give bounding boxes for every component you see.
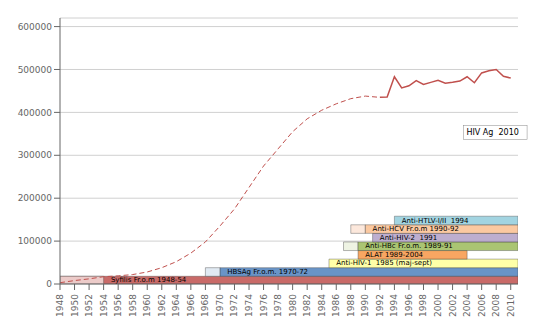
- svg-text:2004: 2004: [462, 294, 472, 317]
- svg-text:HIV Ag 2010: HIV Ag 2010: [466, 128, 518, 137]
- svg-text:1954: 1954: [99, 294, 109, 317]
- svg-text:2006: 2006: [477, 294, 487, 317]
- svg-text:1970: 1970: [215, 294, 225, 317]
- svg-text:1952: 1952: [84, 294, 94, 317]
- svg-text:1992: 1992: [375, 294, 385, 317]
- svg-text:ALAT 1989-2004: ALAT 1989-2004: [365, 251, 423, 259]
- svg-text:1960: 1960: [142, 294, 152, 317]
- svg-text:1998: 1998: [418, 294, 428, 317]
- svg-text:1964: 1964: [171, 294, 181, 317]
- svg-text:1972: 1972: [229, 294, 239, 317]
- svg-text:1948: 1948: [55, 294, 65, 317]
- svg-text:1950: 1950: [70, 294, 80, 317]
- svg-text:Anti-HTLV-I/II 1994: Anti-HTLV-I/II 1994: [402, 217, 469, 225]
- svg-text:Anti-HCV Fr.o.m 1990-92: Anti-HCV Fr.o.m 1990-92: [373, 225, 459, 233]
- svg-text:1980: 1980: [288, 294, 298, 317]
- svg-text:1996: 1996: [404, 294, 414, 317]
- svg-text:1956: 1956: [113, 294, 123, 317]
- svg-text:Syfilis Fr.o.m 1948-54: Syfilis Fr.o.m 1948-54: [111, 276, 187, 284]
- svg-text:100000: 100000: [18, 236, 53, 246]
- svg-text:2008: 2008: [491, 294, 501, 317]
- svg-text:2010: 2010: [506, 294, 516, 317]
- svg-text:1958: 1958: [128, 294, 138, 317]
- svg-text:1982: 1982: [302, 294, 312, 317]
- svg-text:0: 0: [46, 279, 52, 289]
- svg-text:200000: 200000: [18, 193, 53, 203]
- svg-text:HBSAg Fr.o.m. 1970-72: HBSAg Fr.o.m. 1970-72: [227, 268, 308, 276]
- svg-text:1974: 1974: [244, 294, 254, 317]
- svg-text:300000: 300000: [18, 150, 53, 160]
- svg-text:Anti-HBc Fr.o.m. 1989-91: Anti-HBc Fr.o.m. 1989-91: [365, 242, 452, 250]
- svg-text:1986: 1986: [331, 294, 341, 317]
- svg-text:1968: 1968: [200, 294, 210, 317]
- svg-text:Anti-HIV-1 1985 (maj-sept): Anti-HIV-1 1985 (maj-sept): [336, 259, 432, 267]
- svg-text:1962: 1962: [157, 294, 167, 317]
- svg-text:1994: 1994: [389, 294, 399, 317]
- svg-text:600000: 600000: [18, 22, 53, 32]
- svg-text:400000: 400000: [18, 108, 53, 118]
- svg-text:1976: 1976: [259, 294, 269, 317]
- svg-text:2002: 2002: [448, 294, 458, 317]
- svg-text:Anti-HIV-2 1991: Anti-HIV-2 1991: [380, 234, 437, 242]
- svg-text:500000: 500000: [18, 65, 53, 75]
- svg-text:1990: 1990: [360, 294, 370, 317]
- svg-text:1966: 1966: [186, 294, 196, 317]
- svg-text:1988: 1988: [346, 294, 356, 317]
- svg-text:1978: 1978: [273, 294, 283, 317]
- svg-text:1984: 1984: [317, 294, 327, 317]
- svg-text:2000: 2000: [433, 294, 443, 317]
